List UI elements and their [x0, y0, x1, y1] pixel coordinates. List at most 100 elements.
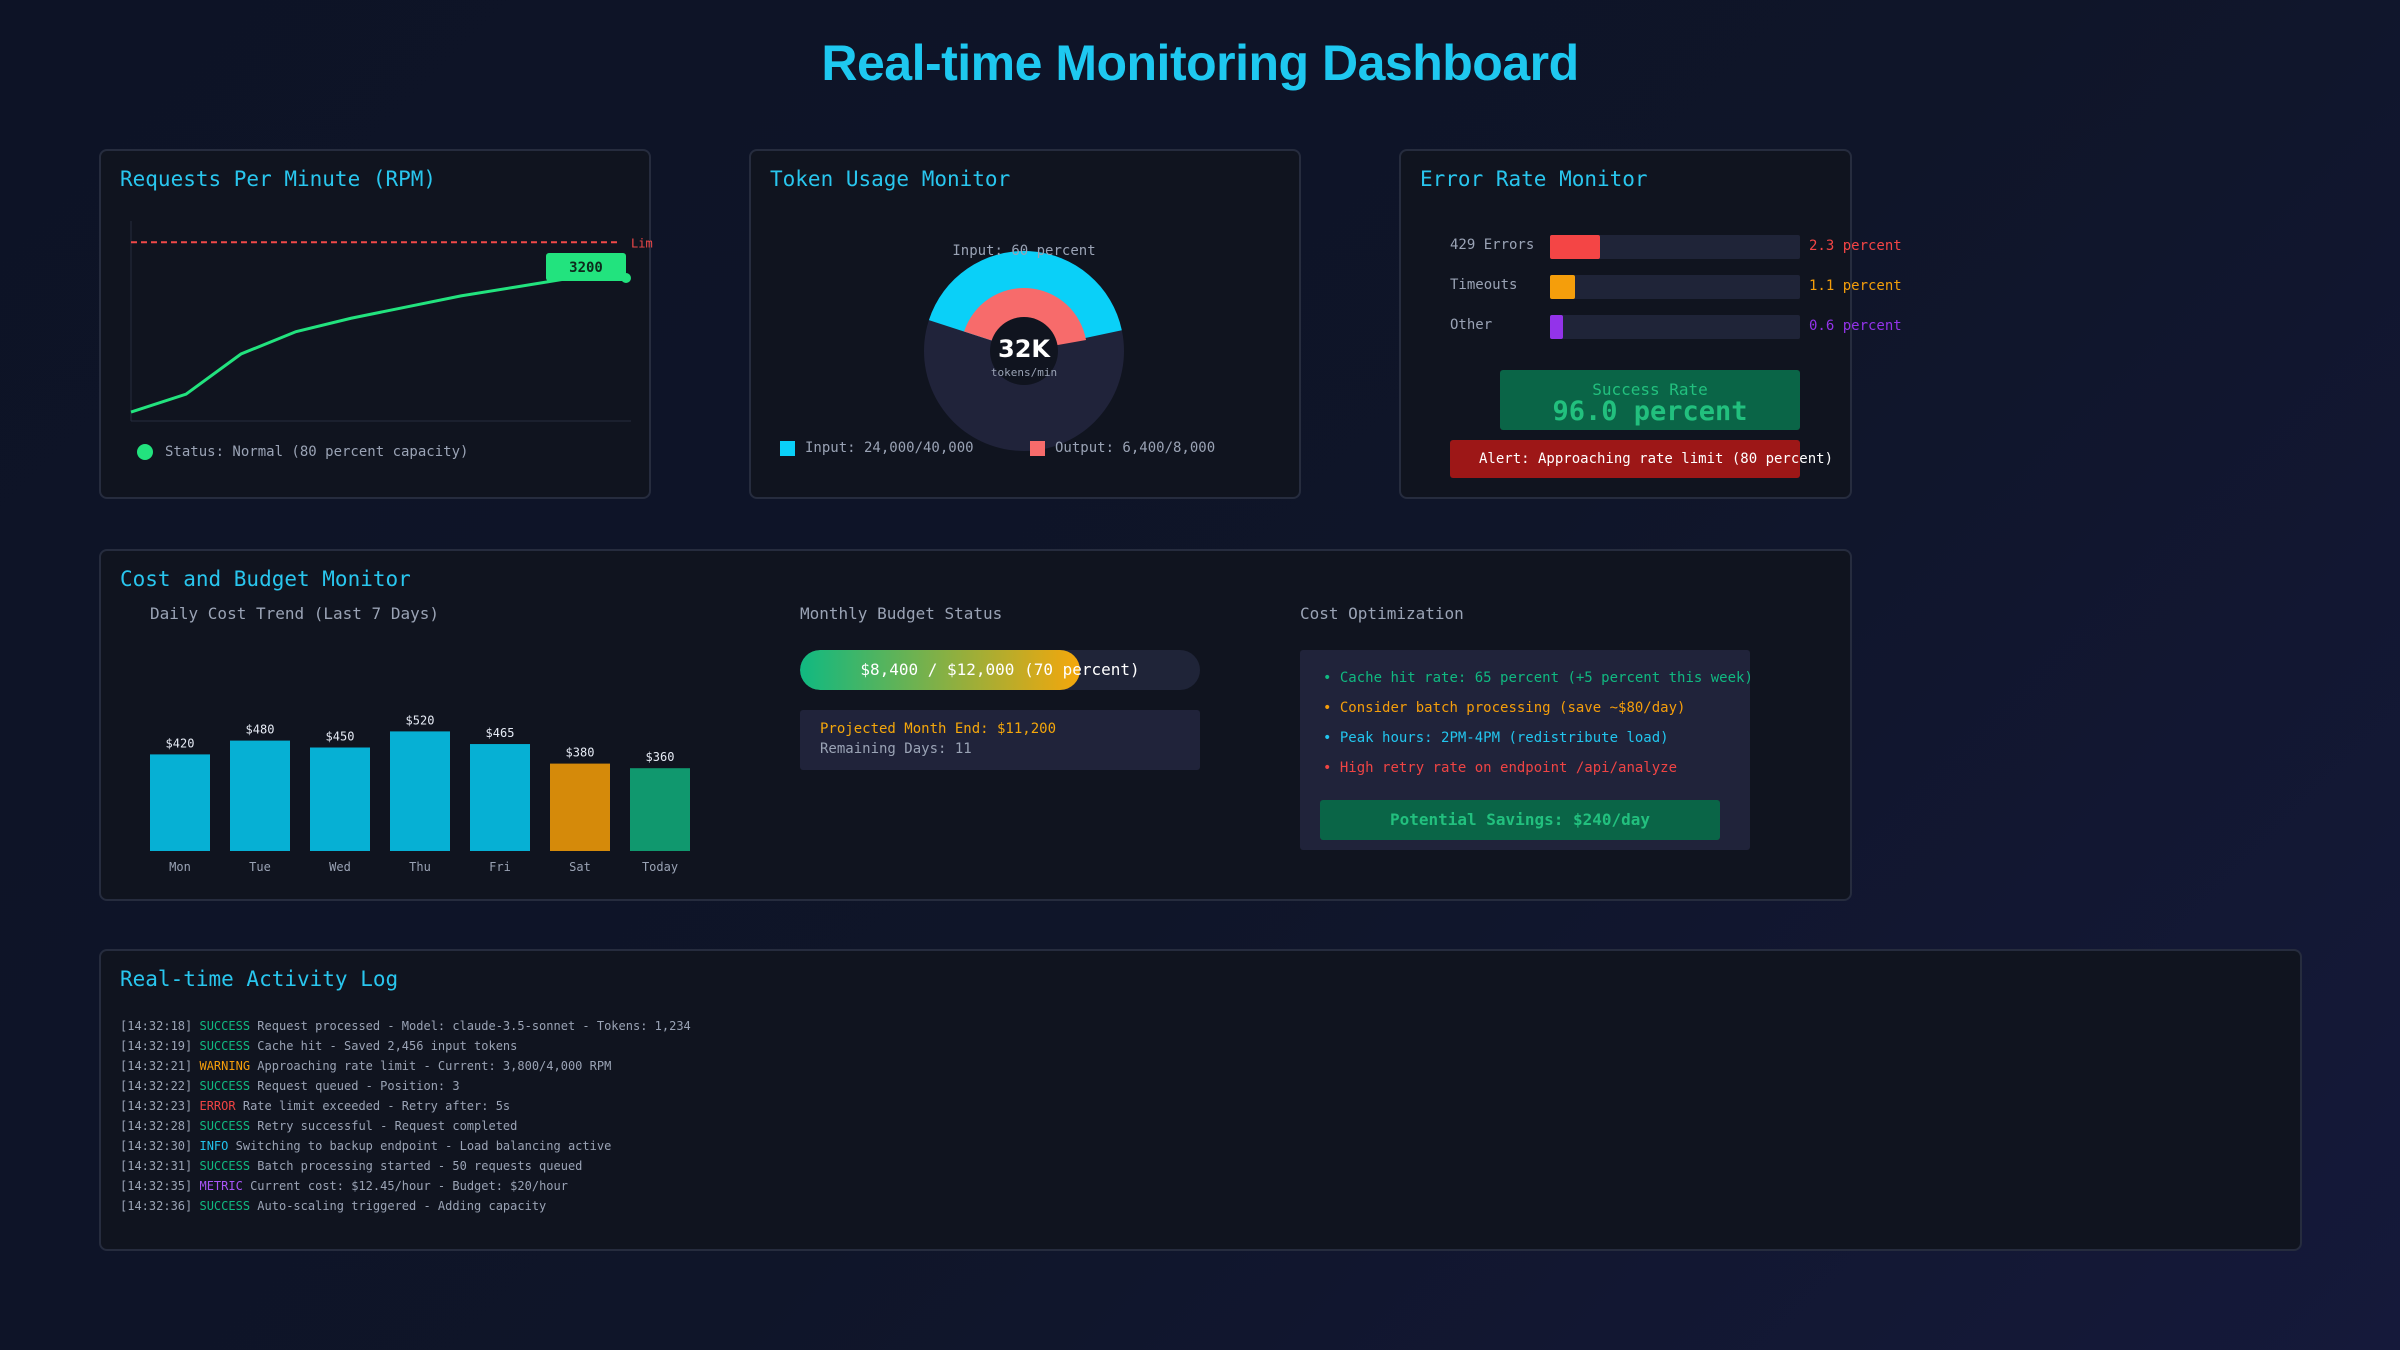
- bullet-icon: •: [1323, 760, 1332, 776]
- log-level: SUCCESS: [199, 1079, 251, 1093]
- rpm-current-badge: [546, 253, 626, 282]
- error-value: 2.3 percent: [1809, 238, 1902, 254]
- cost-bar-wed: [310, 747, 370, 851]
- log-time: [14:32:18]: [120, 1019, 193, 1033]
- alert-text: Alert: Approaching rate limit (80 percen…: [1479, 451, 1834, 467]
- log-message: Switching to backup endpoint - Load bala…: [235, 1139, 612, 1153]
- remaining-days: Remaining Days: 11: [820, 741, 972, 757]
- rpm-limit-label: Limit: 4000: [631, 236, 653, 250]
- trend-title: Daily Cost Trend (Last 7 Days): [150, 604, 439, 623]
- token-title: Token Usage Monitor: [770, 167, 1011, 191]
- error-title: Error Rate Monitor: [1420, 167, 1648, 191]
- legend-input-label: Input: 24,000/40,000: [805, 440, 974, 456]
- cost-bar-tue: [230, 740, 290, 851]
- cost-bar-category-label: Sat: [569, 860, 591, 874]
- bullet-icon: •: [1323, 700, 1332, 716]
- token-panel: Token Usage Monitor Input: 60 percent 32…: [749, 149, 1301, 499]
- optimization-text: High retry rate on endpoint /api/analyze: [1339, 760, 1678, 776]
- legend-input: Input: 24,000/40,000: [780, 440, 974, 456]
- optimization-item: • Consider batch processing (save ~$80/d…: [1323, 700, 1685, 716]
- cost-bar-mon: [150, 754, 210, 851]
- cost-bar-sat: [550, 763, 610, 851]
- gauge-center: [990, 317, 1058, 385]
- status-dot-icon: [137, 444, 153, 460]
- log-message: Batch processing started - 50 requests q…: [257, 1159, 583, 1173]
- rpm-panel: Requests Per Minute (RPM) Limit: 4000 320…: [99, 149, 653, 499]
- error-bar-fill: [1550, 315, 1563, 339]
- error-bar-fill: [1550, 275, 1575, 299]
- opt-title: Cost Optimization: [1300, 604, 1464, 623]
- tokens-center-unit: tokens/min: [991, 366, 1057, 379]
- error-label: Other: [1450, 317, 1493, 333]
- log-entry: [14:32:30] INFO Switching to backup endp…: [120, 1139, 611, 1153]
- error-bar-track: [1550, 315, 1800, 339]
- log-message: Current cost: $12.45/hour - Budget: $20/…: [250, 1179, 568, 1193]
- cost-bar-category-label: Tue: [249, 860, 271, 874]
- error-bar-track: [1550, 235, 1800, 259]
- output-swatch-icon: [1030, 440, 1045, 456]
- error-row: 429 Errors 2.3 percent: [1450, 234, 1902, 260]
- rate-limit-alert[interactable]: Alert: Approaching rate limit (80 percen…: [1450, 440, 1833, 478]
- log-message: Rate limit exceeded - Retry after: 5s: [242, 1099, 511, 1113]
- success-rate-value: 96.0 percent: [1552, 396, 1748, 427]
- log-time: [14:32:21]: [120, 1059, 193, 1073]
- cost-bar-value-label: $360: [646, 750, 675, 764]
- log-entry: [14:32:21] WARNING Approaching rate limi…: [120, 1059, 611, 1073]
- log-message: Request queued - Position: 3: [257, 1079, 460, 1093]
- budget-progress-fill: [800, 650, 1080, 690]
- error-panel: Error Rate Monitor 429 Errors 2.3 percent…: [1399, 149, 1902, 499]
- cost-bar-value-label: $450: [326, 730, 355, 744]
- error-value: 1.1 percent: [1809, 278, 1902, 294]
- log-time: [14:32:28]: [120, 1119, 193, 1133]
- cost-bar-fri: [470, 744, 530, 851]
- cost-bar-category-label: Today: [642, 860, 678, 874]
- log-entry: [14:32:19] SUCCESS Cache hit - Saved 2,4…: [120, 1039, 517, 1053]
- page-title: Real-time Monitoring Dashboard: [821, 35, 1579, 91]
- error-row: Timeouts 1.1 percent: [1450, 274, 1902, 300]
- budget-progress-bar: $8,400 / $12,000 (70 percent): [800, 650, 1200, 690]
- potential-savings-button[interactable]: Potential Savings: $240/day: [1320, 800, 1720, 840]
- potential-savings-label: Potential Savings: $240/day: [1389, 810, 1651, 829]
- log-message: Cache hit - Saved 2,456 input tokens: [257, 1039, 518, 1053]
- token-gauge: Input: 60 percent 32K tokens/min: [924, 243, 1124, 451]
- budget-title: Monthly Budget Status: [800, 604, 1003, 623]
- activity-log-panel: Real-time Activity Log [14:32:18] SUCCES…: [99, 949, 2302, 1251]
- log-entry: [14:32:36] SUCCESS Auto-scaling triggere…: [120, 1199, 546, 1213]
- cost-bar-today: [630, 768, 690, 851]
- log-title: Real-time Activity Log: [120, 967, 399, 991]
- rpm-series-line: [130, 276, 626, 414]
- log-level: SUCCESS: [199, 1159, 251, 1173]
- error-label: Timeouts: [1450, 277, 1518, 293]
- cost-bar-category-label: Fri: [489, 860, 511, 874]
- log-level: SUCCESS: [199, 1019, 251, 1033]
- projected-month-end: Projected Month End: $11,200: [820, 721, 1057, 737]
- legend-output: Output: 6,400/8,000: [1030, 440, 1215, 456]
- cost-bar-value-label: $480: [246, 723, 275, 737]
- tokens-center-value: 32K: [998, 335, 1051, 363]
- success-rate-box: Success Rate 96.0 percent: [1500, 370, 1800, 430]
- log-level: WARNING: [199, 1059, 251, 1073]
- log-entry: [14:32:35] METRIC Current cost: $12.45/h…: [120, 1179, 568, 1193]
- cost-bar-value-label: $465: [486, 726, 515, 740]
- log-level: SUCCESS: [199, 1119, 251, 1133]
- log-entry: [14:32:28] SUCCESS Retry successful - Re…: [120, 1119, 517, 1133]
- error-label: 429 Errors: [1450, 237, 1535, 253]
- optimization-box: • Cache hit rate: 65 percent (+5 percent…: [1300, 650, 1753, 850]
- optimization-item: • Cache hit rate: 65 percent (+5 percent…: [1323, 670, 1753, 686]
- log-time: [14:32:35]: [120, 1179, 193, 1193]
- log-message: Request processed - Model: claude-3.5-so…: [257, 1019, 691, 1033]
- log-time: [14:32:31]: [120, 1159, 193, 1173]
- cost-bar-value-label: $380: [566, 746, 595, 760]
- error-value: 0.6 percent: [1809, 318, 1902, 334]
- cost-panel: Cost and Budget Monitor Daily Cost Trend…: [99, 549, 1852, 901]
- log-time: [14:32:36]: [120, 1199, 193, 1213]
- optimization-text: Peak hours: 2PM-4PM (redistribute load): [1339, 730, 1669, 746]
- rpm-title: Requests Per Minute (RPM): [120, 167, 437, 191]
- cost-bar-value-label: $520: [406, 713, 435, 727]
- rpm-chart: Limit: 4000 3200: [130, 221, 653, 422]
- optimization-item: • Peak hours: 2PM-4PM (redistribute load…: [1323, 730, 1669, 746]
- log-level: SUCCESS: [199, 1199, 251, 1213]
- log-entry: [14:32:23] ERROR Rate limit exceeded - R…: [120, 1099, 510, 1113]
- error-bar-track: [1550, 275, 1800, 299]
- log-level: ERROR: [199, 1099, 236, 1113]
